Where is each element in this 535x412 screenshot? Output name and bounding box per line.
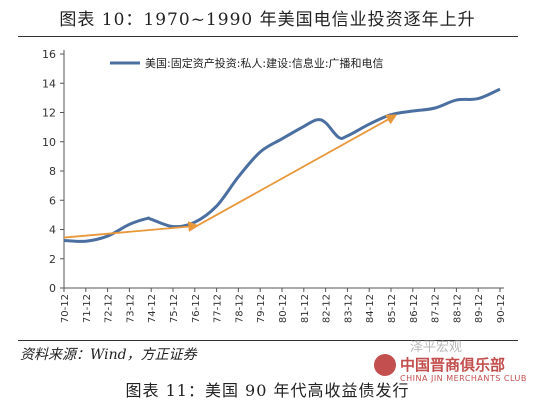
x-tick-label: 82-12 (322, 294, 333, 323)
line-chart: 0 2 4 6 8 10 12 14 16 70-12 71-12 72-12 73-12 74-12 75… (42, 48, 507, 323)
wechat-watermark: 泽平宏观 (410, 340, 463, 355)
x-tick-label: 79-12 (256, 294, 267, 323)
x-tick-label: 76-12 (191, 294, 202, 323)
x-tick-label: 85-12 (387, 294, 398, 323)
x-tick-label: 84-12 (365, 294, 376, 323)
x-tick-label: 78-12 (234, 294, 245, 323)
club-watermark: 中国晋商俱乐部 (400, 356, 506, 374)
x-tick-label: 72-12 (104, 294, 115, 323)
y-tick-label: 10 (42, 136, 56, 149)
x-tick-label: 83-12 (343, 294, 354, 323)
series-line (63, 87, 501, 243)
x-tick-label: 90-12 (496, 294, 507, 323)
x-tick-label: 86-12 (409, 294, 420, 323)
next-figure-title: 图表 11：美国 90 年代高收益债发行 (125, 381, 410, 400)
club-logo-icon (374, 354, 396, 376)
legend-label: 美国:固定资产投资:私人:建设:信息业:广播和电信 (145, 56, 384, 70)
x-tick-label: 74-12 (147, 294, 158, 323)
y-tick-label: 6 (49, 194, 56, 207)
y-tick-label: 16 (42, 48, 56, 61)
x-tick-label: 87-12 (431, 294, 442, 323)
x-tick-label: 88-12 (452, 294, 463, 323)
source-note: 资料来源：Wind，方正证券 (20, 347, 197, 363)
figure-title: 图表 10：1970~1990 年美国电信业投资逐年上升 (59, 10, 476, 30)
trend-arrow (196, 114, 398, 227)
x-tick-label: 89-12 (474, 294, 485, 323)
x-tick-label: 77-12 (213, 294, 224, 323)
title-rule (18, 36, 518, 37)
y-tick-label: 2 (49, 253, 56, 266)
y-tick-label: 4 (49, 224, 56, 237)
club-watermark-sub: CHINA JIN MERCHANTS CLUB (400, 374, 527, 383)
x-tick-label: 71-12 (82, 294, 93, 323)
x-tick-label: 73-12 (125, 294, 136, 323)
x-tick-label: 70-12 (60, 294, 71, 323)
y-tick-label: 0 (49, 282, 56, 295)
y-tick-label: 14 (42, 77, 56, 90)
trend-arrow (63, 221, 200, 239)
source-rule (18, 340, 518, 341)
x-tick-label: 75-12 (169, 294, 180, 323)
y-tick-label: 12 (42, 107, 56, 120)
y-tick-label: 8 (49, 165, 56, 178)
x-tick-label: 81-12 (300, 294, 311, 323)
x-tick-label: 80-12 (278, 294, 289, 323)
